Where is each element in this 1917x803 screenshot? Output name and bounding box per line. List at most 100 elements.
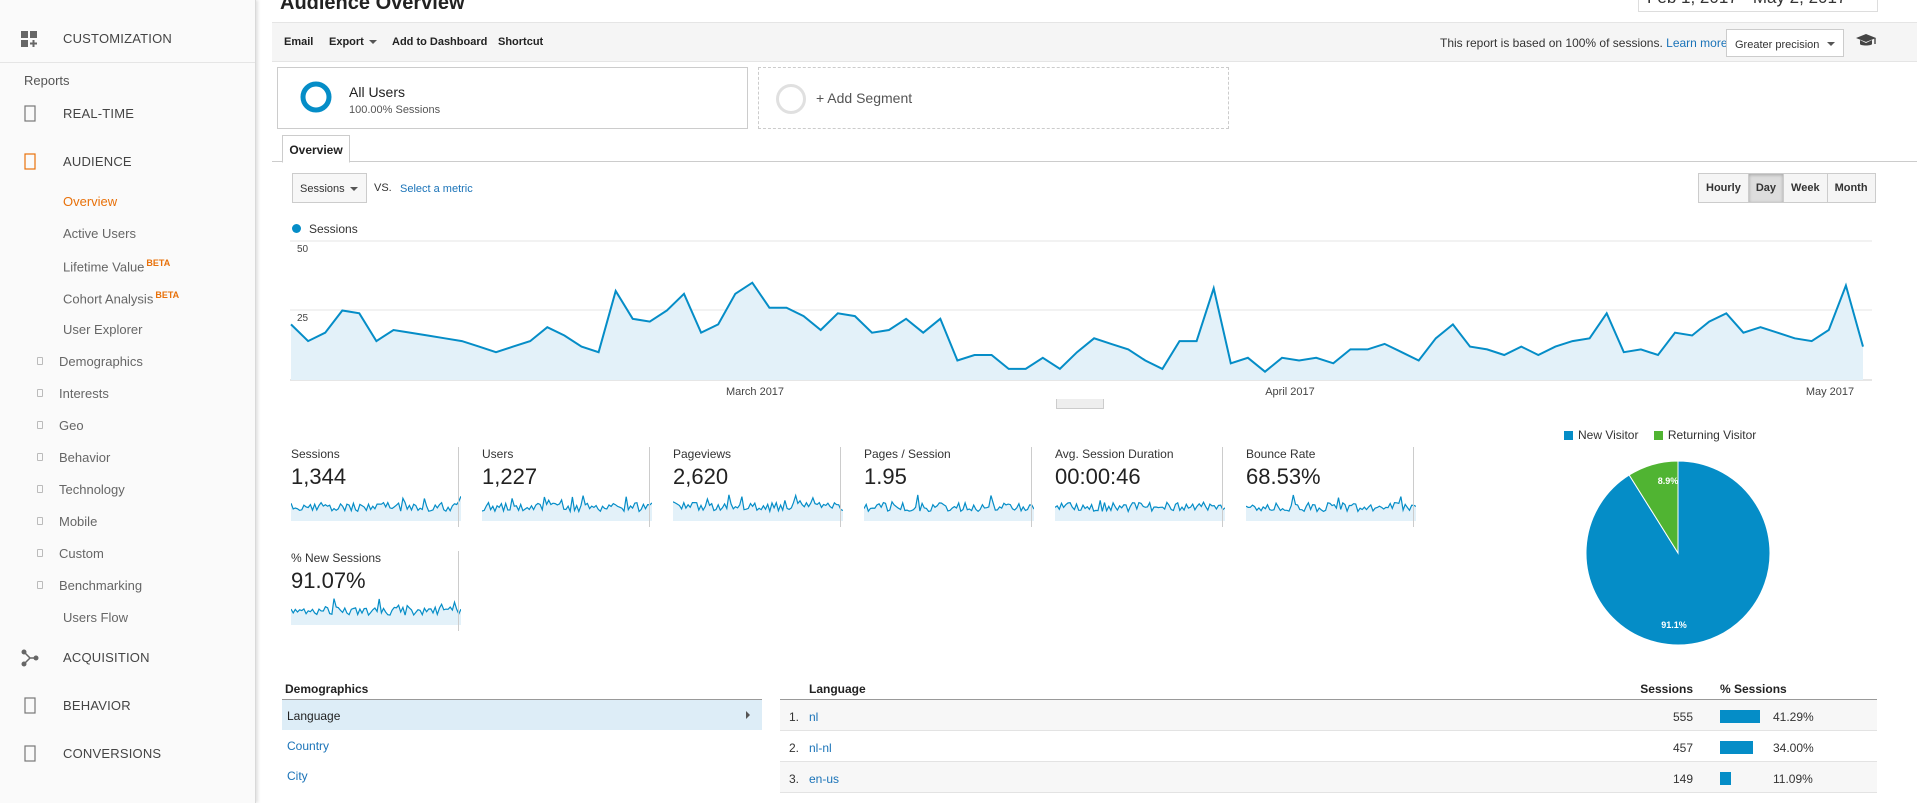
nav-overview[interactable]: Overview [63, 194, 117, 209]
metric-card-sessions[interactable]: Sessions 1,344 [289, 447, 461, 527]
legend-swatch [1564, 431, 1573, 440]
granularity-week[interactable]: Week [1783, 174, 1827, 202]
nav-demographics[interactable]: Demographics [37, 354, 143, 369]
row-language-link[interactable]: nl-nl [809, 741, 832, 755]
nav-geo[interactable]: Geo [37, 418, 84, 433]
demographics-item-country[interactable]: Country [282, 730, 762, 760]
sparkline-area [673, 494, 843, 521]
sampling-text: This report is based on 100% of sessions… [1440, 36, 1663, 50]
email-button[interactable]: Email [284, 36, 314, 48]
row-sessions: 149 [1672, 772, 1693, 786]
metric-card-pageviews[interactable]: Pageviews 2,620 [671, 447, 843, 527]
nav-custom[interactable]: Custom [37, 546, 104, 561]
sparkline-line [864, 494, 1034, 513]
nav-customization[interactable]: CUSTOMIZATION [0, 15, 255, 63]
nav-user-explorer[interactable]: User Explorer [63, 322, 142, 337]
metric-card-new-sessions[interactable]: % New Sessions 91.07% [289, 551, 461, 631]
metric-value: 1,344 [291, 464, 347, 489]
vs-label: VS. [374, 182, 392, 194]
sessions-line [290, 281, 1864, 373]
legend-label: Sessions [309, 222, 358, 236]
pie-slice-returning-visitor[interactable] [1628, 460, 1679, 555]
y-tick-label: 50 [297, 244, 309, 255]
row-language-link[interactable]: en-us [809, 772, 840, 786]
visitor-pie-chart: 91.1% 8.9% [1585, 460, 1771, 646]
expand-icon [37, 517, 43, 525]
learn-more-link[interactable]: Learn more [1666, 36, 1728, 50]
sessions-area [291, 282, 1863, 380]
metric-card-pages-per-session[interactable]: Pages / Session 1.95 [862, 447, 1034, 527]
metric-card-avg-session-duration[interactable]: Avg. Session Duration 00:00:46 [1053, 447, 1225, 527]
metric-card-bounce-rate[interactable]: Bounce Rate 68.53% [1244, 447, 1416, 527]
nav-interests[interactable]: Interests [37, 386, 109, 401]
x-tick-label: March 2017 [726, 386, 784, 398]
granularity-day[interactable]: Day [1747, 174, 1784, 202]
metric-sparkline [673, 493, 843, 521]
chevron-down-icon [350, 187, 358, 191]
table-row: 1. nl 555 41.29% [780, 700, 1877, 731]
metric-label: Avg. Session Duration [1055, 447, 1174, 461]
nav-audience-label: AUDIENCE [63, 153, 132, 169]
nav-cohort-analysis-label: Cohort Analysis [63, 291, 154, 307]
sparkline-area [1055, 500, 1225, 521]
nav-benchmarking[interactable]: Benchmarking [37, 578, 142, 593]
expand-icon [37, 389, 43, 397]
graduation-cap-icon[interactable] [1855, 33, 1877, 49]
select-metric-link[interactable]: Select a metric [400, 183, 473, 195]
nav-user-explorer-label: User Explorer [63, 322, 143, 337]
chevron-down-icon [368, 40, 377, 45]
nav-technology[interactable]: Technology [37, 482, 125, 497]
nav-behavior[interactable]: BEHAVIOR [0, 681, 255, 729]
conversions-icon [24, 745, 36, 762]
x-tick-label: April 2017 [1265, 386, 1315, 398]
nav-active-users[interactable]: Active Users [63, 226, 136, 241]
metric-label: Pageviews [673, 447, 732, 461]
precision-select[interactable]: Greater precision [1726, 29, 1844, 57]
segment-all-users[interactable]: All Users 100.00% Sessions [277, 67, 748, 129]
nav-acquisition[interactable]: ACQUISITION [0, 633, 255, 681]
export-button[interactable]: Export [329, 36, 377, 48]
nav-audience[interactable]: AUDIENCE [0, 137, 255, 185]
expand-icon [37, 453, 43, 461]
collapse-chart-handle[interactable] [1056, 399, 1104, 409]
nav-technology-label: Technology [59, 482, 125, 497]
nav-mobile-label: Mobile [59, 514, 98, 529]
sparkline-area [291, 598, 461, 625]
date-range-picker[interactable]: Feb 1, 2017 - May 2, 2017 [1638, 0, 1878, 12]
nav-users-flow-label: Users Flow [63, 610, 129, 625]
segment-share: 100.00% Sessions [349, 104, 441, 116]
acquisition-icon [21, 649, 39, 667]
metric-card-users[interactable]: Users 1,227 [480, 447, 652, 527]
tab-overview[interactable]: Overview [282, 135, 350, 163]
metric-label: Pages / Session [864, 447, 951, 461]
metric-value: 91.07% [291, 568, 366, 593]
row-language-link[interactable]: nl [809, 710, 819, 724]
nav-users-flow[interactable]: Users Flow [63, 610, 128, 625]
add-to-dashboard-button[interactable]: Add to Dashboard [392, 36, 488, 48]
divider [1413, 447, 1414, 527]
nav-cohort-analysis[interactable]: Cohort Analysis BETA [63, 290, 179, 306]
nav-mobile[interactable]: Mobile [37, 514, 98, 529]
pie-legend: New Visitor Returning Visitor [1564, 428, 1756, 442]
metric-sparkline [291, 495, 461, 521]
table-row: 2. nl-nl 457 34.00% [780, 731, 1877, 762]
shortcut-button[interactable]: Shortcut [498, 36, 544, 48]
nav-realtime[interactable]: REAL-TIME [0, 89, 255, 137]
column-header-sessions[interactable]: Sessions [1640, 682, 1693, 696]
legend-swatch [1653, 431, 1663, 440]
column-header-language[interactable]: Language [809, 682, 866, 696]
nav-conversions[interactable]: CONVERSIONS [0, 729, 255, 777]
audience-icon [24, 153, 36, 170]
nav-behavior-sub[interactable]: Behavior [37, 450, 110, 465]
granularity-month[interactable]: Month [1826, 174, 1875, 202]
demographics-item-city[interactable]: City [282, 760, 762, 790]
granularity-hourly[interactable]: Hourly [1706, 182, 1741, 194]
nav-lifetime-value[interactable]: Lifetime Value BETA [63, 258, 170, 274]
language-table: Language Sessions % Sessions 1. nl 555 4… [780, 674, 1877, 793]
metric-select[interactable]: Sessions [292, 173, 367, 203]
metric-label: % New Sessions [291, 551, 382, 565]
add-segment-button[interactable]: + Add Segment [758, 67, 1229, 129]
demographics-item-language[interactable]: Language [282, 700, 762, 730]
row-share-bar [1720, 772, 1731, 785]
column-header-pct-sessions[interactable]: % Sessions [1720, 682, 1787, 696]
